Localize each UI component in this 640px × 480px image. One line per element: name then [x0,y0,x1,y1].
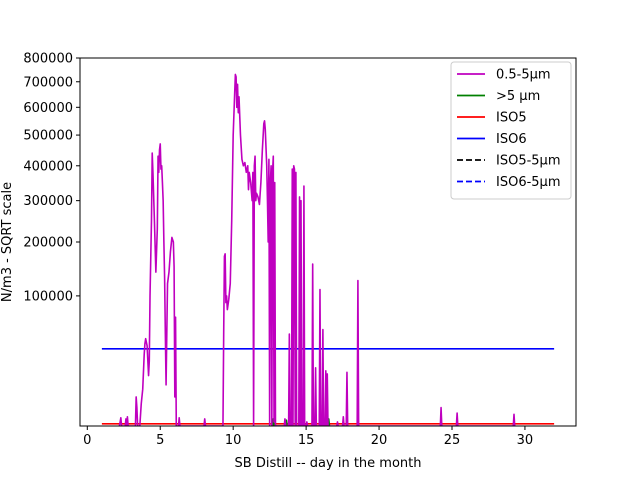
x-axis-ticks: 0 5 10 15 20 25 30 [83,426,533,448]
x-tick-label: 25 [444,433,461,448]
y-tick-label: 400000 [23,159,73,174]
y-tick-label: 700000 [23,75,73,90]
legend-label: ISO5-5µm [496,154,561,169]
y-tick-label: 800000 [23,52,73,67]
y-tick-label: 100000 [23,289,73,304]
x-tick-label: 20 [371,433,388,448]
legend-label: 0.5-5µm [496,68,551,83]
x-tick-label: 15 [298,433,315,448]
legend-label: ISO6 [496,132,527,147]
y-tick-label: 200000 [23,236,73,251]
x-tick-label: 30 [517,433,534,448]
y-axis-ticks: 100000 200000 300000 400000 500000 600000 7000… [23,52,80,304]
legend-label: ISO6-5µm [496,175,561,190]
y-tick-label: 300000 [23,194,73,209]
x-tick-label: 0 [83,433,91,448]
x-axis-label: SB Distill -- day in the month [235,456,422,471]
legend-label: >5 µm [496,89,540,104]
legend: 0.5-5µm >5 µm ISO5 ISO6 ISO5-5µm ISO6-5µm [450,61,572,200]
y-tick-label: 600000 [23,101,73,116]
y-tick-label: 500000 [23,129,73,144]
y-axis-label: N/m3 - SQRT scale [0,182,15,302]
legend-label: ISO5 [496,111,527,126]
series-line-0 [118,73,516,426]
x-tick-label: 10 [225,433,242,448]
series-layer [101,73,555,426]
x-tick-label: 5 [156,433,164,448]
